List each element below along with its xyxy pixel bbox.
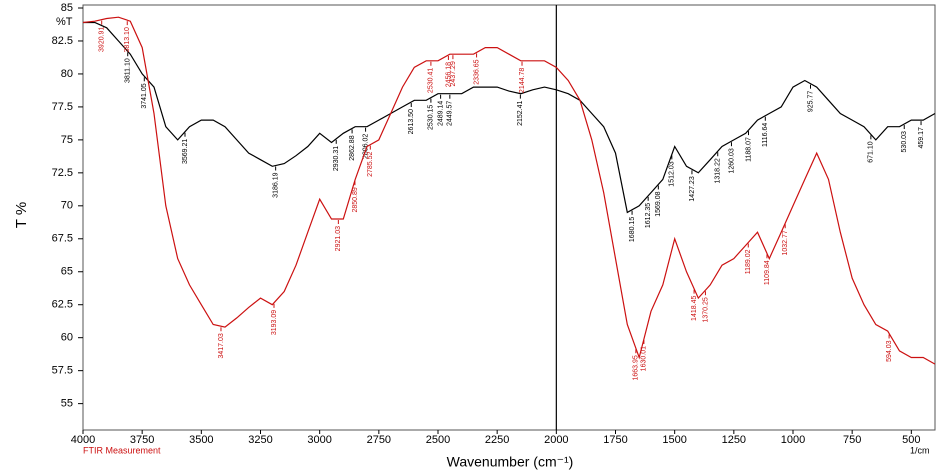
footer-left: FTIR Measurement [83,445,161,455]
peak-label: 1032.77 [782,230,789,255]
peak-label: 1189.02 [745,249,752,274]
y-tick-label: 72.5 [52,167,73,179]
x-axis-label: Wavenumber (cm⁻¹) [447,454,574,470]
peak-label: 459.17 [918,127,925,149]
peak-label: 1318.22 [715,158,722,183]
y-tick-label: 67.5 [52,233,73,245]
x-tick-label: 3250 [248,434,272,446]
y-axis-label: T % [13,202,30,228]
peak-label: 1188.07 [745,137,752,162]
x-tick-label: 1500 [662,434,686,446]
x-tick-label: 1250 [722,434,746,446]
peak-label: 1630.01 [641,346,648,371]
y-tick-label: 62.5 [52,299,73,311]
peak-label: 3417.03 [218,333,225,358]
peak-label: 2437.29 [450,61,457,86]
x-tick-label: 2750 [367,434,391,446]
peak-label: 2152.41 [517,101,524,126]
y-tick-label: 80 [61,68,73,80]
peak-label: 3811.10 [125,58,132,83]
y-tick-label: 60 [61,332,73,344]
peak-label: 1370.25 [702,297,709,322]
peak-label: 3741.05 [141,83,148,108]
peak-label: 2921.03 [335,226,342,251]
peak-label: 1612.35 [645,203,652,228]
peak-label: 1512.03 [669,161,676,186]
peak-label: 2530.15 [428,105,435,130]
peak-label: 3813.10 [124,27,131,52]
peak-label: 925.77 [807,91,814,113]
peak-label: 1418.45 [691,296,698,321]
peak-label: 2930.31 [333,146,340,171]
peak-label: 3186.19 [272,172,279,197]
y-tick-label: 65 [61,266,73,278]
y-tick-label: 55 [61,398,73,410]
peak-label: 1569.08 [655,191,662,216]
peak-label: 594.03 [886,340,893,362]
x-tick-label: 4000 [71,434,95,446]
x-tick-label: 3500 [189,434,213,446]
peak-label: 2489.14 [437,101,444,126]
peak-label: 1663.95 [633,355,640,380]
peak-label: 3920.91 [99,27,106,52]
peak-label: 2449.57 [447,101,454,126]
x-tick-label: 3000 [307,434,331,446]
x-tick-label: 750 [843,434,861,446]
peak-label: 1260.03 [728,148,735,173]
x-tick-label: 1000 [781,434,805,446]
peak-label: 2862.88 [349,135,356,160]
peak-label: 530.03 [901,131,908,153]
y-unit: %T [56,16,73,28]
y-tick-label: 85 [61,2,73,14]
peak-label: 1680.15 [629,217,636,242]
spectrum-line [83,21,936,214]
y-tick-label: 82.5 [52,35,73,47]
peak-label: 2850.89 [352,187,359,212]
peak-label: 2144.78 [519,68,526,93]
x-tick-label: 2000 [544,434,568,446]
x-tick-label: 2250 [485,434,509,446]
y-tick-label: 70 [61,200,73,212]
spectrum-line [82,16,936,365]
peak-label: 2613.50 [408,109,415,134]
x-tick-label: 1750 [603,434,627,446]
peak-label: 2456.18 [445,62,452,87]
y-tick-label: 57.5 [52,365,73,377]
peak-label: 2785.52 [367,152,374,177]
footer-right: 1/cm [910,445,930,455]
peak-label: 2806.02 [362,134,369,159]
peak-label: 1109.84 [764,260,771,285]
peak-label: 671.10 [868,141,875,163]
peak-label: 1116.64 [762,123,769,147]
peak-label: 2336.65 [473,59,480,84]
plot-frame [82,4,936,431]
peak-label: 1427.23 [689,176,696,201]
x-tick-label: 3750 [130,434,154,446]
x-tick-label: 500 [902,434,920,446]
peak-label: 2530.41 [428,68,435,93]
peak-label: 3569.21 [182,139,189,164]
y-tick-label: 77.5 [52,101,73,113]
y-tick-label: 75 [61,134,73,146]
peak-label: 3193.09 [271,310,278,335]
x-tick-label: 2500 [426,434,450,446]
